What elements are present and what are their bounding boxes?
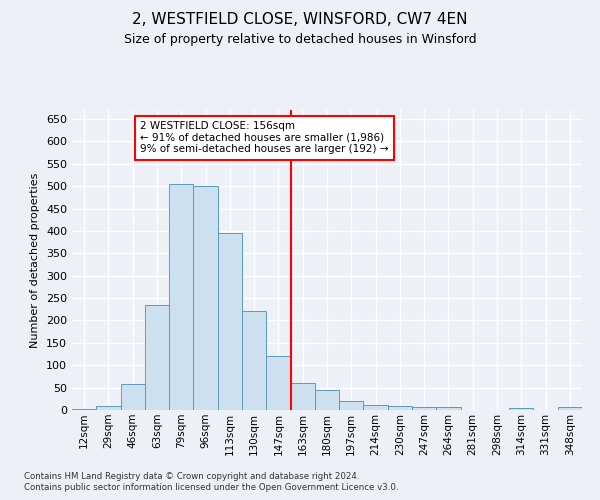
Bar <box>290 383 315 410</box>
Bar <box>169 184 193 410</box>
Text: 2 WESTFIELD CLOSE: 156sqm
← 91% of detached houses are smaller (1,986)
9% of sem: 2 WESTFIELD CLOSE: 156sqm ← 91% of detac… <box>140 121 389 154</box>
Bar <box>339 401 364 410</box>
Bar <box>193 186 218 410</box>
Bar <box>436 408 461 410</box>
Bar <box>558 408 582 410</box>
Bar <box>72 408 96 410</box>
Bar <box>121 384 145 410</box>
Text: 2, WESTFIELD CLOSE, WINSFORD, CW7 4EN: 2, WESTFIELD CLOSE, WINSFORD, CW7 4EN <box>132 12 468 28</box>
Bar <box>412 408 436 410</box>
Bar <box>218 233 242 410</box>
Text: Contains HM Land Registry data © Crown copyright and database right 2024.: Contains HM Land Registry data © Crown c… <box>24 472 359 481</box>
Bar <box>364 404 388 410</box>
Text: Size of property relative to detached houses in Winsford: Size of property relative to detached ho… <box>124 32 476 46</box>
Bar <box>145 305 169 410</box>
Bar <box>315 390 339 410</box>
Y-axis label: Number of detached properties: Number of detached properties <box>31 172 40 348</box>
Bar <box>96 406 121 410</box>
Bar <box>242 312 266 410</box>
Text: Contains public sector information licensed under the Open Government Licence v3: Contains public sector information licen… <box>24 484 398 492</box>
Bar <box>266 356 290 410</box>
Bar <box>388 406 412 410</box>
Bar <box>509 408 533 410</box>
